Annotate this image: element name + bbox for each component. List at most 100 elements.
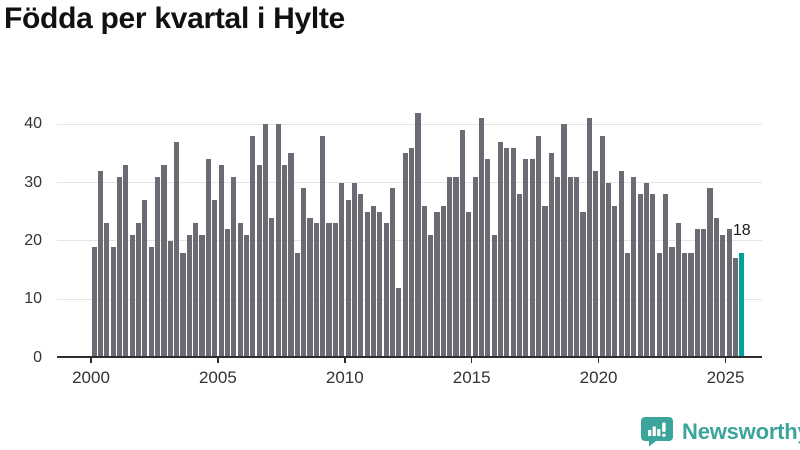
bar-2017-q4[interactable] bbox=[542, 205, 548, 358]
bar-2017-q1[interactable] bbox=[523, 159, 529, 358]
bar-2009-q3[interactable] bbox=[332, 223, 338, 358]
bar-2000-q1[interactable] bbox=[91, 246, 97, 358]
bar-2003-q2[interactable] bbox=[174, 141, 180, 358]
bar-2020-q1[interactable] bbox=[599, 135, 605, 358]
bar-2008-q2[interactable] bbox=[301, 188, 307, 358]
bar-2021-q3[interactable] bbox=[637, 194, 643, 358]
bar-2014-q4[interactable] bbox=[466, 211, 472, 358]
bar-2019-q2[interactable] bbox=[580, 211, 586, 358]
bar-2016-q3[interactable] bbox=[510, 147, 516, 358]
bar-2002-q2[interactable] bbox=[148, 246, 154, 358]
bar-2013-q2[interactable] bbox=[428, 235, 434, 358]
bar-2011-q2[interactable] bbox=[377, 211, 383, 358]
bar-2002-q3[interactable] bbox=[155, 176, 161, 358]
bar-2018-q4[interactable] bbox=[567, 176, 573, 358]
bar-2016-q4[interactable] bbox=[516, 194, 523, 358]
bar-2013-q3[interactable] bbox=[434, 211, 440, 358]
bar-2022-q1[interactable] bbox=[650, 194, 656, 358]
bar-2010-q4[interactable] bbox=[364, 211, 370, 358]
bar-2007-q3[interactable] bbox=[282, 165, 288, 358]
bar-2005-q3[interactable] bbox=[231, 176, 237, 358]
bar-2006-q4[interactable] bbox=[262, 124, 269, 358]
bar-2005-q1[interactable] bbox=[218, 165, 224, 358]
bar-2012-q2[interactable] bbox=[402, 153, 408, 358]
bar-2003-q4[interactable] bbox=[186, 235, 192, 358]
bar-2025-q1[interactable] bbox=[726, 229, 732, 358]
bar-2006-q1[interactable] bbox=[243, 235, 250, 358]
bar-2019-q3[interactable] bbox=[586, 118, 592, 358]
bar-2001-q3[interactable] bbox=[129, 235, 135, 358]
bar-2011-q3[interactable] bbox=[383, 223, 389, 358]
bar-2001-q4[interactable] bbox=[135, 223, 142, 358]
bar-2009-q1[interactable] bbox=[320, 135, 326, 358]
bar-2010-q2[interactable] bbox=[351, 182, 358, 358]
bar-2010-q1[interactable] bbox=[345, 200, 351, 358]
bar-2011-q1[interactable] bbox=[370, 205, 377, 358]
bar-2004-q3[interactable] bbox=[205, 159, 211, 358]
bar-2004-q4[interactable] bbox=[212, 200, 218, 358]
bar-2021-q1[interactable] bbox=[624, 252, 631, 358]
bar-2015-q1[interactable] bbox=[472, 176, 478, 358]
bar-2015-q4[interactable] bbox=[491, 235, 497, 358]
bar-2006-q2[interactable] bbox=[250, 135, 256, 358]
bar-2006-q3[interactable] bbox=[256, 165, 262, 358]
bar-2023-q2[interactable] bbox=[682, 252, 688, 358]
bar-2023-q1[interactable] bbox=[675, 223, 681, 358]
bar-2018-q2[interactable] bbox=[555, 176, 561, 358]
bar-2024-q1[interactable] bbox=[701, 229, 707, 358]
bar-2007-q1[interactable] bbox=[269, 217, 275, 358]
bar-2024-q4[interactable] bbox=[720, 235, 726, 358]
bar-2022-q4[interactable] bbox=[669, 246, 675, 358]
bar-2014-q1[interactable] bbox=[447, 176, 453, 358]
bar-2004-q2[interactable] bbox=[199, 235, 205, 358]
bar-2013-q1[interactable] bbox=[421, 205, 427, 358]
bar-2003-q1[interactable] bbox=[167, 240, 173, 358]
bar-2012-q1[interactable] bbox=[396, 287, 402, 358]
bar-2015-q3[interactable] bbox=[485, 159, 491, 358]
bar-2021-q4[interactable] bbox=[643, 182, 650, 358]
bar-2014-q2[interactable] bbox=[453, 176, 459, 358]
bar-2014-q3[interactable] bbox=[459, 130, 465, 358]
bar-2017-q2[interactable] bbox=[529, 159, 535, 358]
bar-2005-q2[interactable] bbox=[224, 229, 231, 358]
bar-2000-q4[interactable] bbox=[110, 246, 116, 358]
bar-2007-q4[interactable] bbox=[288, 153, 294, 358]
bar-2018-q1[interactable] bbox=[548, 153, 554, 358]
bar-2022-q2[interactable] bbox=[656, 252, 662, 358]
bar-2008-q3[interactable] bbox=[307, 217, 313, 358]
bar-2020-q4[interactable] bbox=[618, 170, 624, 358]
bar-2023-q4[interactable] bbox=[694, 229, 700, 358]
bar-2016-q2[interactable] bbox=[504, 147, 510, 358]
bar-2007-q2[interactable] bbox=[275, 124, 281, 358]
bar-2018-q3[interactable] bbox=[561, 124, 567, 358]
bar-2012-q3[interactable] bbox=[409, 147, 415, 358]
bar-2001-q1[interactable] bbox=[116, 176, 123, 358]
bar-2010-q3[interactable] bbox=[358, 194, 364, 358]
bar-2013-q4[interactable] bbox=[440, 205, 446, 358]
brand-footer[interactable]: Newsworthy bbox=[641, 416, 800, 448]
bar-2025-q2[interactable] bbox=[732, 258, 739, 358]
bar-2002-q1[interactable] bbox=[142, 200, 148, 358]
bar-2024-q2[interactable] bbox=[707, 188, 713, 358]
bar-2011-q4[interactable] bbox=[389, 188, 396, 358]
bar-2012-q4[interactable] bbox=[415, 112, 421, 358]
bar-2025-q3[interactable] bbox=[739, 252, 745, 358]
bar-2020-q3[interactable] bbox=[612, 205, 618, 358]
bar-2021-q2[interactable] bbox=[631, 176, 637, 358]
bar-2001-q2[interactable] bbox=[123, 165, 129, 358]
bar-2024-q3[interactable] bbox=[713, 217, 719, 358]
bar-2003-q3[interactable] bbox=[180, 252, 186, 358]
bar-2009-q4[interactable] bbox=[339, 182, 345, 358]
bar-2015-q2[interactable] bbox=[478, 118, 485, 358]
bar-2019-q4[interactable] bbox=[593, 170, 599, 358]
bar-2022-q3[interactable] bbox=[663, 194, 669, 358]
bar-2005-q4[interactable] bbox=[237, 223, 243, 358]
bar-2008-q1[interactable] bbox=[294, 252, 300, 358]
bar-2009-q2[interactable] bbox=[326, 223, 332, 358]
bar-2000-q3[interactable] bbox=[104, 223, 110, 358]
bar-2000-q2[interactable] bbox=[97, 170, 104, 358]
bar-2017-q3[interactable] bbox=[536, 135, 542, 358]
bar-2020-q2[interactable] bbox=[605, 182, 612, 358]
bar-2008-q4[interactable] bbox=[313, 223, 319, 358]
bar-2023-q3[interactable] bbox=[688, 252, 694, 358]
